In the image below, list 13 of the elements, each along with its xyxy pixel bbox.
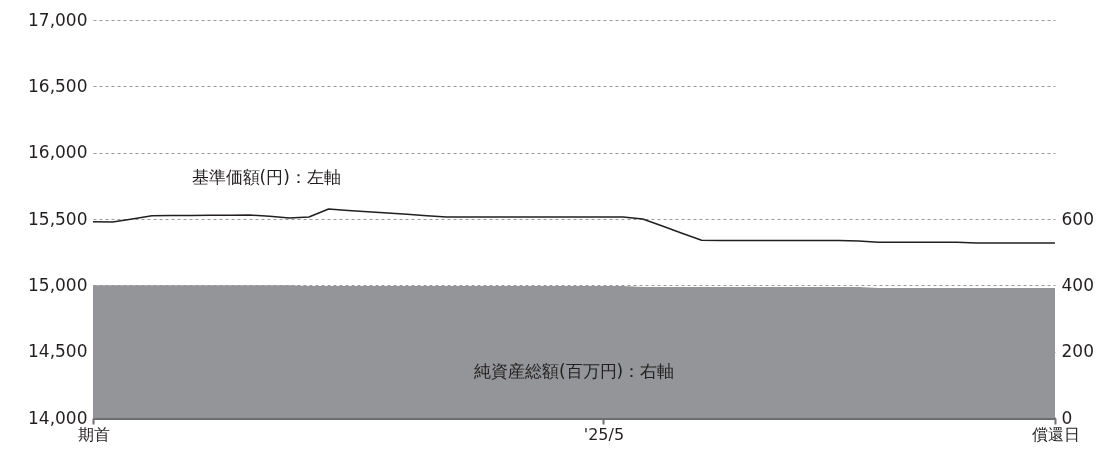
x-tick-label: '25/5 (583, 424, 625, 444)
series-label: 純資産総額(百万円)：右軸 (473, 361, 675, 381)
y-tick-label: 14,500 (28, 341, 88, 362)
y-tick-label: 16,000 (28, 142, 88, 163)
y-tick-label: 16,500 (28, 75, 88, 96)
y2-tick-label: 600 (1061, 208, 1094, 229)
series-label: 基準価額(円)：左軸 (191, 167, 341, 187)
y2-tick-label: 400 (1061, 274, 1094, 295)
y2-tick-label: 200 (1061, 341, 1094, 362)
y-tick-label: 15,000 (28, 274, 88, 295)
y-tick-label: 17,000 (28, 9, 88, 30)
line-series (92, 208, 1056, 244)
y-tick-label: 15,500 (28, 208, 88, 229)
